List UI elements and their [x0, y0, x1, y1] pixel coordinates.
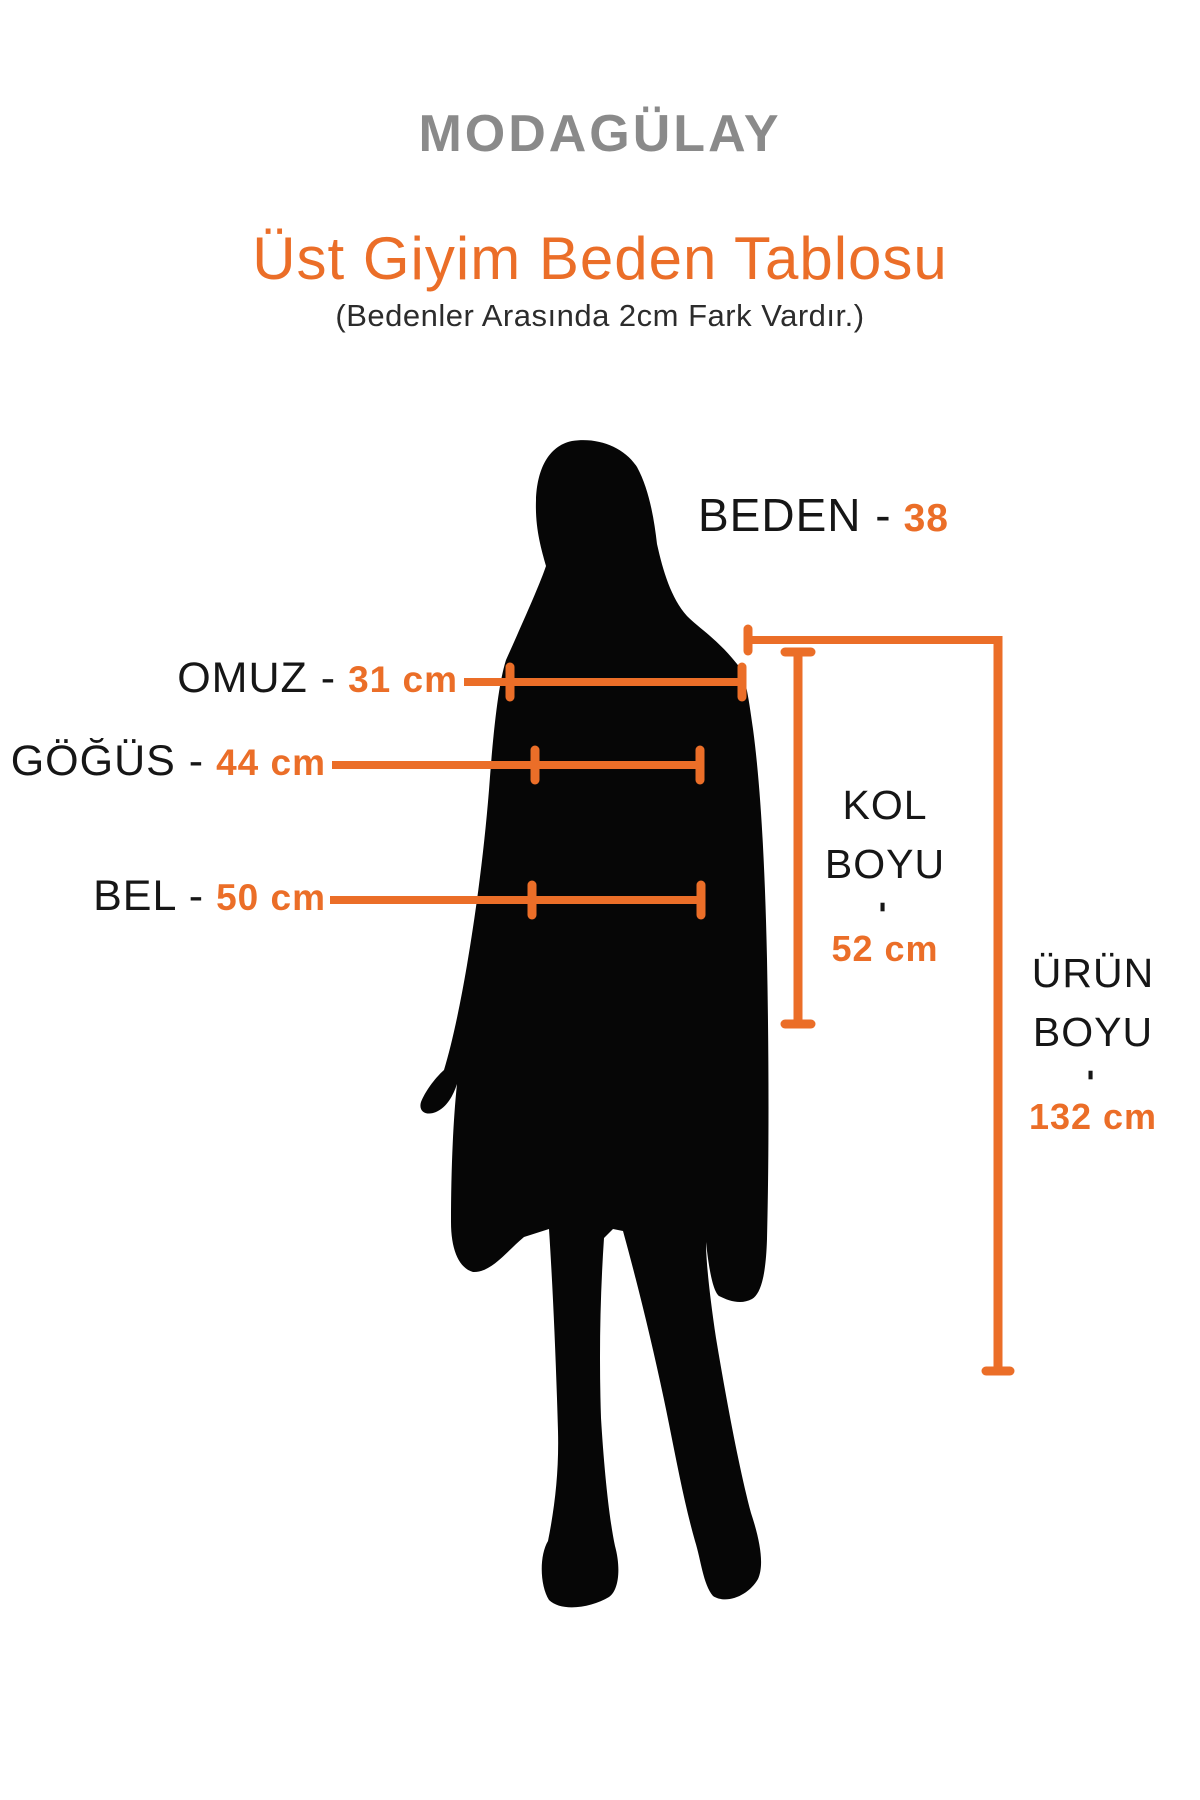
- omuz-annotation: OMUZ - 31 cm: [177, 654, 458, 703]
- beden-label: BEDEN -: [698, 489, 892, 541]
- urun-boyu-value: 132 cm: [1028, 1096, 1158, 1137]
- omuz-label: OMUZ -: [177, 654, 337, 702]
- urun-boyu-measure-line: [743, 624, 1015, 1376]
- beden-annotation: BEDEN - 38: [698, 488, 949, 542]
- bel-label: BEL -: [93, 872, 205, 920]
- page-title: Üst Giyim Beden Tablosu: [252, 225, 948, 292]
- gogus-label: GÖĞÜS -: [10, 737, 205, 785]
- urun-boyu-word1: ÜRÜN: [1031, 950, 1155, 996]
- gogus-measure-line: [332, 745, 705, 785]
- beden-value: 38: [903, 497, 949, 540]
- gogus-annotation: GÖĞÜS - 44 cm: [11, 737, 326, 786]
- kol-boyu-word2: BOYU: [824, 841, 946, 887]
- gogus-value: 44 cm: [216, 742, 326, 783]
- kol-boyu-value: 52 cm: [831, 928, 939, 969]
- urun-boyu-dash: -: [1073, 1069, 1112, 1081]
- urun-boyu-word2: BOYU: [1032, 1009, 1154, 1055]
- bel-annotation: BEL - 50 cm: [93, 872, 326, 921]
- page-subtitle: (Bedenler Arasında 2cm Fark Vardır.): [335, 298, 865, 333]
- omuz-value: 31 cm: [348, 659, 458, 700]
- kol-boyu-dash: -: [865, 901, 904, 913]
- urun-boyu-annotation: ÜRÜN BOYU - 132 cm: [983, 944, 1200, 1138]
- bel-value: 50 cm: [216, 877, 326, 918]
- kol-boyu-word1: KOL: [842, 782, 928, 828]
- kol-boyu-measure-line: [780, 647, 816, 1029]
- brand-logo: MODAGÜLAY: [418, 105, 782, 163]
- kol-boyu-annotation: KOL BOYU - 52 cm: [775, 776, 995, 970]
- woman-silhouette: [420, 440, 769, 1608]
- omuz-measure-line: [464, 662, 747, 702]
- bel-measure-line: [330, 880, 706, 920]
